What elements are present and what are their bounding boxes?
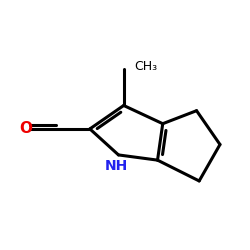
Text: CH₃: CH₃ xyxy=(134,60,157,73)
Text: NH: NH xyxy=(104,160,128,173)
Text: O: O xyxy=(19,122,32,136)
